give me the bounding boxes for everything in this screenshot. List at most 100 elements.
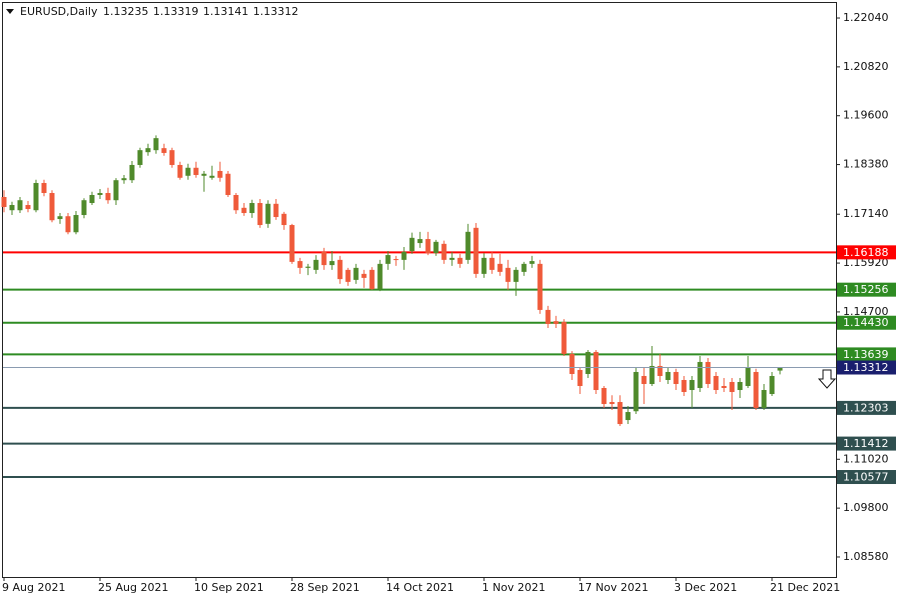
- x-tick-label: 28 Sep 2021: [290, 581, 360, 594]
- candle-body: [545, 309, 551, 324]
- candle-body: [553, 321, 559, 324]
- candle-body: [417, 239, 423, 244]
- candle-body: [329, 261, 335, 266]
- candle-body: [409, 237, 415, 252]
- header-low: 1.13141: [203, 5, 249, 18]
- candle-body: [169, 150, 175, 165]
- candle-body: [497, 263, 503, 272]
- candle-body: [337, 259, 343, 280]
- candle-body: [233, 195, 239, 211]
- level-price-box: [837, 347, 896, 362]
- candle-body: [433, 241, 439, 254]
- candle-body: [425, 239, 431, 254]
- level-price-label: 1.10577: [843, 471, 889, 484]
- chart-title: EURUSD,Daily: [20, 5, 98, 18]
- candle-body: [705, 361, 711, 384]
- sell-arrow-icon: [817, 369, 837, 389]
- candle-body: [49, 193, 55, 221]
- candle-body: [249, 203, 255, 214]
- header-open: 1.13235: [103, 5, 149, 18]
- candle-body: [241, 207, 247, 214]
- candle-body: [105, 193, 111, 201]
- candle-body: [281, 213, 287, 226]
- candle-body: [729, 381, 735, 393]
- candle-body: [617, 402, 623, 425]
- candle-body: [449, 257, 455, 260]
- candle-body: [57, 216, 63, 220]
- level-price-box: [837, 436, 896, 451]
- level-price-label: 1.14430: [843, 316, 889, 329]
- candle-body: [465, 231, 471, 260]
- level-price-box: [837, 400, 896, 415]
- candle-body: [633, 371, 639, 412]
- menu-triangle[interactable]: [6, 9, 14, 14]
- candle-body: [121, 178, 127, 181]
- level-price-label: 1.12303: [843, 401, 889, 414]
- x-tick-label: 1 Nov 2021: [482, 581, 545, 594]
- candle-body: [457, 257, 463, 264]
- candle-body: [569, 353, 575, 374]
- candle-body: [697, 361, 703, 389]
- candle-body: [385, 255, 391, 264]
- candle-body: [401, 251, 407, 260]
- candle-body: [321, 251, 327, 266]
- candle-body: [345, 269, 351, 282]
- candle-body: [193, 167, 199, 175]
- y-tick-label: 1.20820: [843, 60, 889, 73]
- candle-body: [369, 269, 375, 290]
- candle-body: [521, 263, 527, 272]
- candle-body: [377, 263, 383, 290]
- candle-body: [769, 375, 775, 395]
- candle-body: [257, 203, 263, 226]
- x-tick-label: 9 Aug 2021: [2, 581, 65, 594]
- candle-body: [745, 367, 751, 387]
- candle-body: [297, 261, 303, 268]
- x-tick-label: 25 Aug 2021: [98, 581, 168, 594]
- candle-body: [305, 266, 311, 268]
- candle-body: [689, 379, 695, 391]
- candle-body: [481, 257, 487, 274]
- level-price-label: 1.13639: [843, 348, 889, 361]
- candle-body: [601, 388, 607, 405]
- candle-body: [441, 243, 447, 260]
- candle-body: [529, 261, 535, 264]
- candle-body: [137, 150, 143, 165]
- candle-body: [225, 173, 231, 196]
- candle-body: [313, 259, 319, 270]
- candle-body: [649, 365, 655, 384]
- candle-body: [185, 167, 191, 176]
- x-tick-label: 17 Nov 2021: [578, 581, 648, 594]
- candle-body: [113, 180, 119, 201]
- candle-body: [73, 215, 79, 233]
- candle-body: [721, 386, 727, 389]
- level-price-label: 1.15256: [843, 283, 889, 296]
- candle-body: [145, 148, 151, 153]
- candle-body: [129, 164, 135, 181]
- y-tick-label: 1.18380: [843, 158, 889, 171]
- candle-body: [201, 173, 207, 176]
- level-price-box: [837, 470, 896, 485]
- y-tick-label: 1.11020: [843, 452, 889, 465]
- candle-body: [737, 381, 743, 391]
- header-close: 1.13312: [253, 5, 299, 18]
- level-price-box: [837, 315, 896, 330]
- candle-body: [353, 267, 359, 280]
- candle-body: [17, 200, 23, 211]
- candle-body: [673, 371, 679, 384]
- candle-body: [65, 216, 71, 233]
- candle-body: [505, 267, 511, 282]
- candle-body: [561, 321, 567, 354]
- candle-body: [289, 225, 295, 262]
- candle-body: [625, 412, 631, 421]
- candle-body: [657, 365, 663, 376]
- candle-body: [761, 390, 767, 409]
- candle-body: [273, 203, 279, 218]
- candle-body: [609, 402, 615, 405]
- level-price-box: [837, 282, 896, 297]
- x-tick-label: 3 Dec 2021: [674, 581, 737, 594]
- candle-body: [713, 375, 719, 391]
- x-tick-label: 21 Dec 2021: [770, 581, 840, 594]
- candle-body: [777, 367, 783, 371]
